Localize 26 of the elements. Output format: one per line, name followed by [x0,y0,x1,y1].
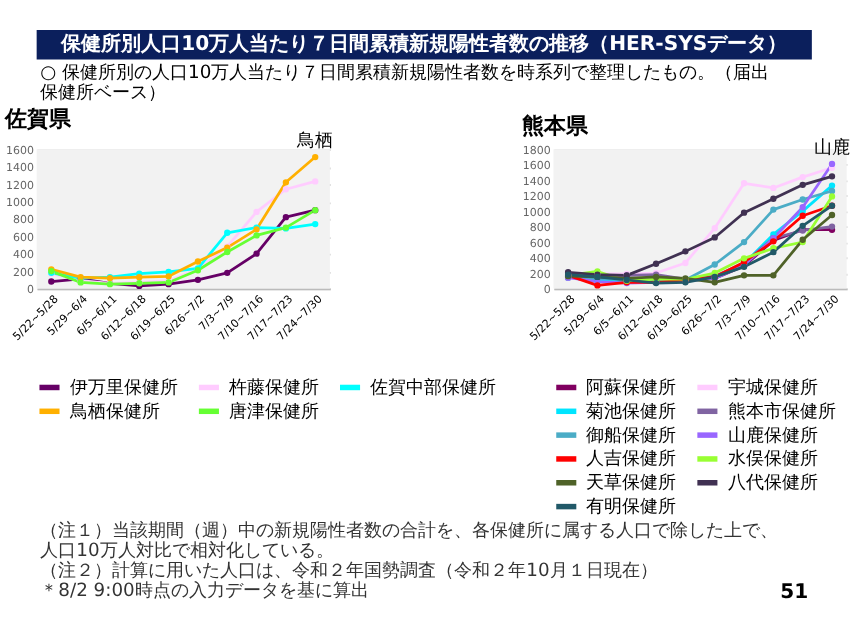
text: 保健所別人口10万人当たり７日間累積新規陽性者数の推移（HER-SYSデータ） [59,32,788,57]
legend-label: 御船保健所 [586,424,677,447]
legend-label: 杵藤保健所 [227,376,320,399]
legend-label: 人吉保健所 [586,448,677,471]
text: 51 [780,582,809,605]
legend-label: 阿蘇保健所 [586,376,677,399]
text: ○ 保健所別の人口10万人当たり７日間累積新規陽性者数を時系列で整理したもの。（届出保健所ベース） [40,61,770,104]
chart-title: 熊本県 [521,112,590,139]
text: （注２）計算に用いた人口は、令和２年国勢調査（令和２年10月１日現在） [40,560,658,583]
legend-label: 有明保健所 [586,496,677,519]
legend-label: 佐賀中部保健所 [370,376,497,399]
legend-label: 伊万里保健所 [69,376,178,399]
legend-label: 天草保健所 [586,472,677,495]
legend-label: 熊本市保健所 [727,400,836,423]
legend-label: 宇城保健所 [727,376,818,399]
text: ＊8/2 9:00時点の入力データを基に算出 [40,580,369,603]
legend-label: 鳥栖保健所 [67,400,160,423]
legend-label: 水俣保健所 [727,448,818,471]
annotation: 山鹿 [814,136,851,159]
annotation: 鳥栖 [295,130,334,153]
legend-label: 唐津保健所 [229,400,320,423]
legend-label: 八代保健所 [727,472,818,495]
legend-label: 菊池保健所 [586,400,677,423]
chart-title: 佐賀県 [3,105,73,132]
text: （注１）当該期間（週）中の新規陽性者数の合計を、各保健所に属する人口で除した上で、人口10万人対比で相対化している。 [40,519,779,563]
legend-label: 山鹿保健所 [727,424,818,447]
